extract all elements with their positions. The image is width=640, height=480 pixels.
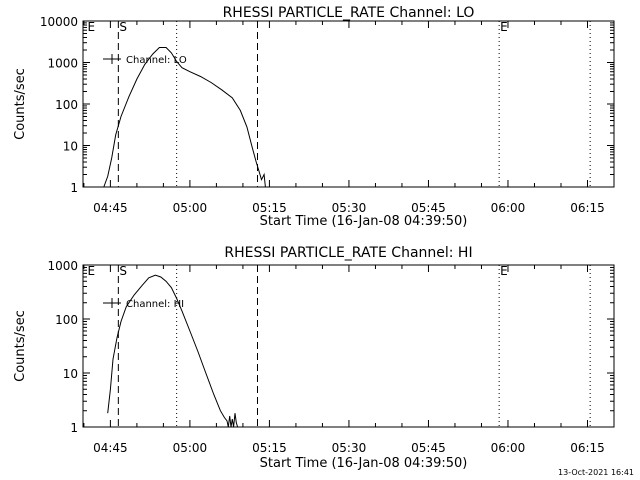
legend-label: Channel: HI [126,299,184,310]
footer-timestamp: 13-Oct-2021 16:41 [558,468,634,477]
x-tick-label: 05:45 [411,201,446,215]
x-tick-label: 05:15 [252,441,287,455]
y-tick-label: 100 [55,98,78,112]
x-tick-label: 04:45 [93,441,128,455]
y-tick-label: 1000 [47,259,78,273]
x-axis-label: Start Time (16-Jan-08 04:39:50) [260,214,468,229]
y-axis-label: Counts/sec [13,68,28,140]
marker-label: E [500,264,508,278]
chart-title: RHESSI PARTICLE_RATE Channel: HI [224,245,472,261]
lo-channel-panel: RHESSI PARTICLE_RATE Channel: LO Start Ti… [13,5,615,229]
y-tick-label: 1 [70,181,78,195]
x-tick-label: 05:00 [173,201,208,215]
chart-title: RHESSI PARTICLE_RATE Channel: LO [223,5,475,21]
marker-label: S [119,20,127,34]
x-tick-label: 04:45 [93,201,128,215]
x-tick-label: 05:00 [173,441,208,455]
legend-label: Channel: LO [126,55,187,66]
x-tick-label: 05:30 [332,201,367,215]
series-line [103,47,266,188]
x-tick-label: 06:00 [491,201,526,215]
y-tick-label: 10000 [40,15,78,29]
x-tick-label: 06:15 [570,441,605,455]
marker-label: E [88,20,96,34]
y-tick-label: 100 [55,313,78,327]
y-axis-label: Counts/sec [13,310,28,382]
y-tick-label: 10 [63,367,78,381]
x-tick-label: 05:15 [252,201,287,215]
plot-frame [82,20,615,188]
hi-channel-panel: RHESSI PARTICLE_RATE Channel: HI Start Ti… [13,245,615,471]
x-tick-label: 06:00 [491,441,526,455]
x-axis-label: Start Time (16-Jan-08 04:39:50) [260,456,468,471]
plot-frame [82,264,615,428]
series-line [107,274,239,428]
marker-label: E [88,264,96,278]
marker-label: E [500,20,508,34]
y-tick-label: 10 [63,140,78,154]
y-tick-label: 1000 [47,57,78,71]
marker-label: S [119,264,127,278]
x-tick-label: 05:45 [411,441,446,455]
x-tick-label: 05:30 [332,441,367,455]
y-tick-label: 1 [70,421,78,435]
x-tick-label: 06:15 [570,201,605,215]
